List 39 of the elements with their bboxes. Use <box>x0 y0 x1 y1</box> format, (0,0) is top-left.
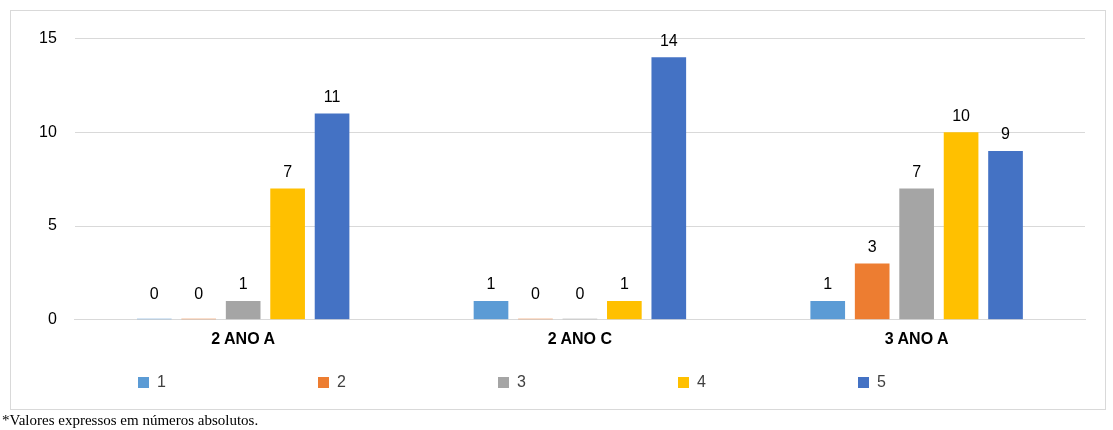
bar <box>225 301 261 320</box>
legend-label: 5 <box>877 373 886 391</box>
data-label: 14 <box>659 31 678 49</box>
legend-label: 2 <box>337 373 346 391</box>
bar <box>988 151 1023 320</box>
data-label: 0 <box>531 285 540 303</box>
legend-label: 1 <box>157 373 166 391</box>
legend-label: 4 <box>697 373 706 391</box>
bar <box>651 57 687 320</box>
data-label: 1 <box>619 275 629 293</box>
data-label: 0 <box>194 285 204 303</box>
data-label: 7 <box>283 162 293 180</box>
bar <box>943 132 979 320</box>
bar <box>899 188 934 320</box>
y-tick-label: 15 <box>39 29 57 47</box>
data-label: 1 <box>238 275 248 293</box>
bar <box>607 301 642 320</box>
data-label: 10 <box>952 106 971 124</box>
data-label: 1 <box>823 275 833 293</box>
x-tick-label: 2 ANO C <box>547 329 613 347</box>
data-label: 0 <box>575 285 585 303</box>
legend-label: 3 <box>517 373 526 391</box>
data-label: 3 <box>867 237 877 255</box>
bar <box>314 113 350 320</box>
data-label: 1 <box>486 275 496 293</box>
x-tick-label: 2 ANO A <box>211 329 276 347</box>
data-label: 0 <box>149 285 159 303</box>
data-label: 7 <box>912 162 922 180</box>
data-label: 11 <box>323 87 341 105</box>
x-tick-label: 3 ANO A <box>884 329 949 347</box>
y-tick-label: 0 <box>47 310 57 328</box>
data-label: 9 <box>1001 125 1011 143</box>
y-tick-label: 5 <box>47 216 57 234</box>
y-tick-label: 10 <box>39 122 57 140</box>
bar <box>473 301 509 320</box>
bar <box>270 188 305 320</box>
text: *Valores expressos em números absolutos. <box>2 411 259 429</box>
bar <box>810 301 846 320</box>
bar <box>854 263 890 320</box>
